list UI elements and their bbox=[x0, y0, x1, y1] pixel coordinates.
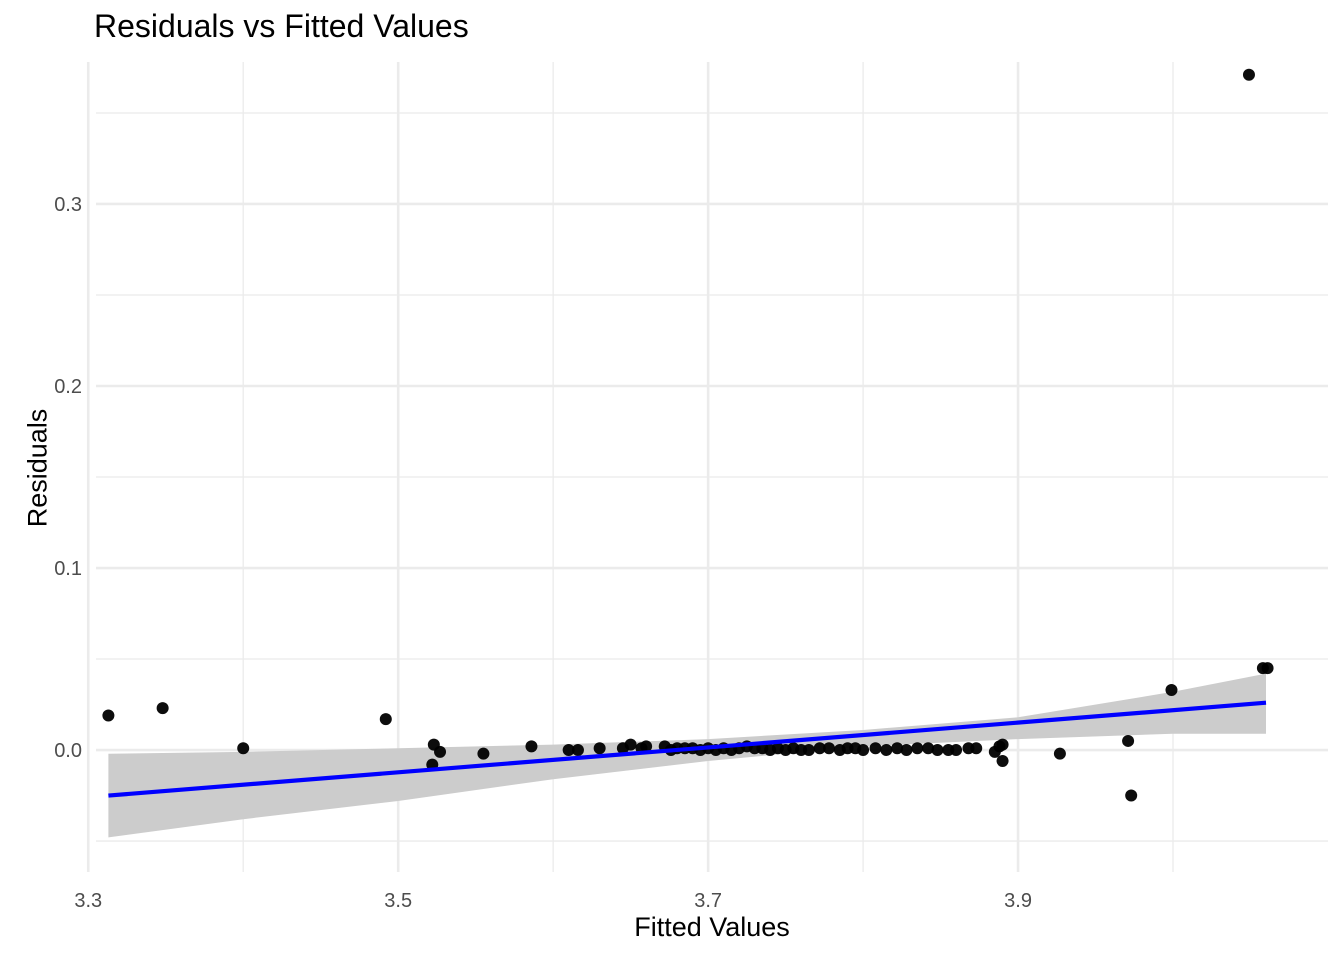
tick-labels: 3.3 3.5 3.7 3.9 0.0 0.1 0.2 0.3 bbox=[54, 194, 1032, 912]
data-point bbox=[996, 754, 1009, 767]
data-point bbox=[640, 740, 653, 753]
y-tick-label: 0.0 bbox=[54, 740, 82, 762]
data-point bbox=[624, 738, 637, 751]
data-point bbox=[571, 744, 584, 757]
data-point bbox=[1122, 734, 1135, 747]
data-point bbox=[434, 745, 447, 758]
y-tick-label: 0.1 bbox=[54, 558, 82, 580]
y-axis-label: Residuals bbox=[22, 408, 53, 528]
y-tick-label: 0.3 bbox=[54, 194, 82, 216]
data-point bbox=[1053, 747, 1066, 760]
x-tick-label: 3.7 bbox=[694, 890, 722, 912]
data-point bbox=[1242, 68, 1255, 81]
data-point bbox=[857, 744, 870, 757]
data-point bbox=[237, 742, 250, 755]
data-point bbox=[891, 742, 904, 755]
data-point bbox=[880, 744, 893, 757]
data-point bbox=[1165, 683, 1178, 696]
data-point bbox=[593, 742, 606, 755]
x-tick-label: 3.5 bbox=[384, 890, 412, 912]
data-point bbox=[813, 742, 826, 755]
data-point bbox=[996, 738, 1009, 751]
data-point bbox=[911, 742, 924, 755]
data-point bbox=[931, 744, 944, 757]
x-tick-label: 3.3 bbox=[74, 890, 102, 912]
data-point bbox=[1261, 662, 1274, 675]
confidence-band-area bbox=[108, 673, 1266, 838]
data-point bbox=[823, 742, 836, 755]
data-point bbox=[562, 744, 575, 757]
data-point bbox=[950, 744, 963, 757]
data-point bbox=[1125, 789, 1138, 802]
data-point bbox=[900, 744, 913, 757]
data-point bbox=[379, 713, 392, 726]
confidence-band bbox=[108, 673, 1266, 838]
fit-line bbox=[108, 700, 1267, 798]
data-point bbox=[477, 747, 490, 760]
data-point bbox=[102, 709, 115, 722]
x-tick-label: 3.9 bbox=[1004, 890, 1032, 912]
data-point bbox=[156, 702, 169, 715]
data-point bbox=[525, 740, 538, 753]
data-point bbox=[802, 744, 815, 757]
chart-title: Residuals vs Fitted Values bbox=[94, 8, 469, 44]
data-point bbox=[922, 742, 935, 755]
fit-line-group bbox=[108, 700, 1267, 798]
data-points bbox=[102, 68, 1274, 802]
data-point bbox=[869, 742, 882, 755]
data-point bbox=[970, 742, 983, 755]
x-axis-label: Fitted Values bbox=[634, 912, 790, 942]
y-tick-label: 0.2 bbox=[54, 376, 82, 398]
